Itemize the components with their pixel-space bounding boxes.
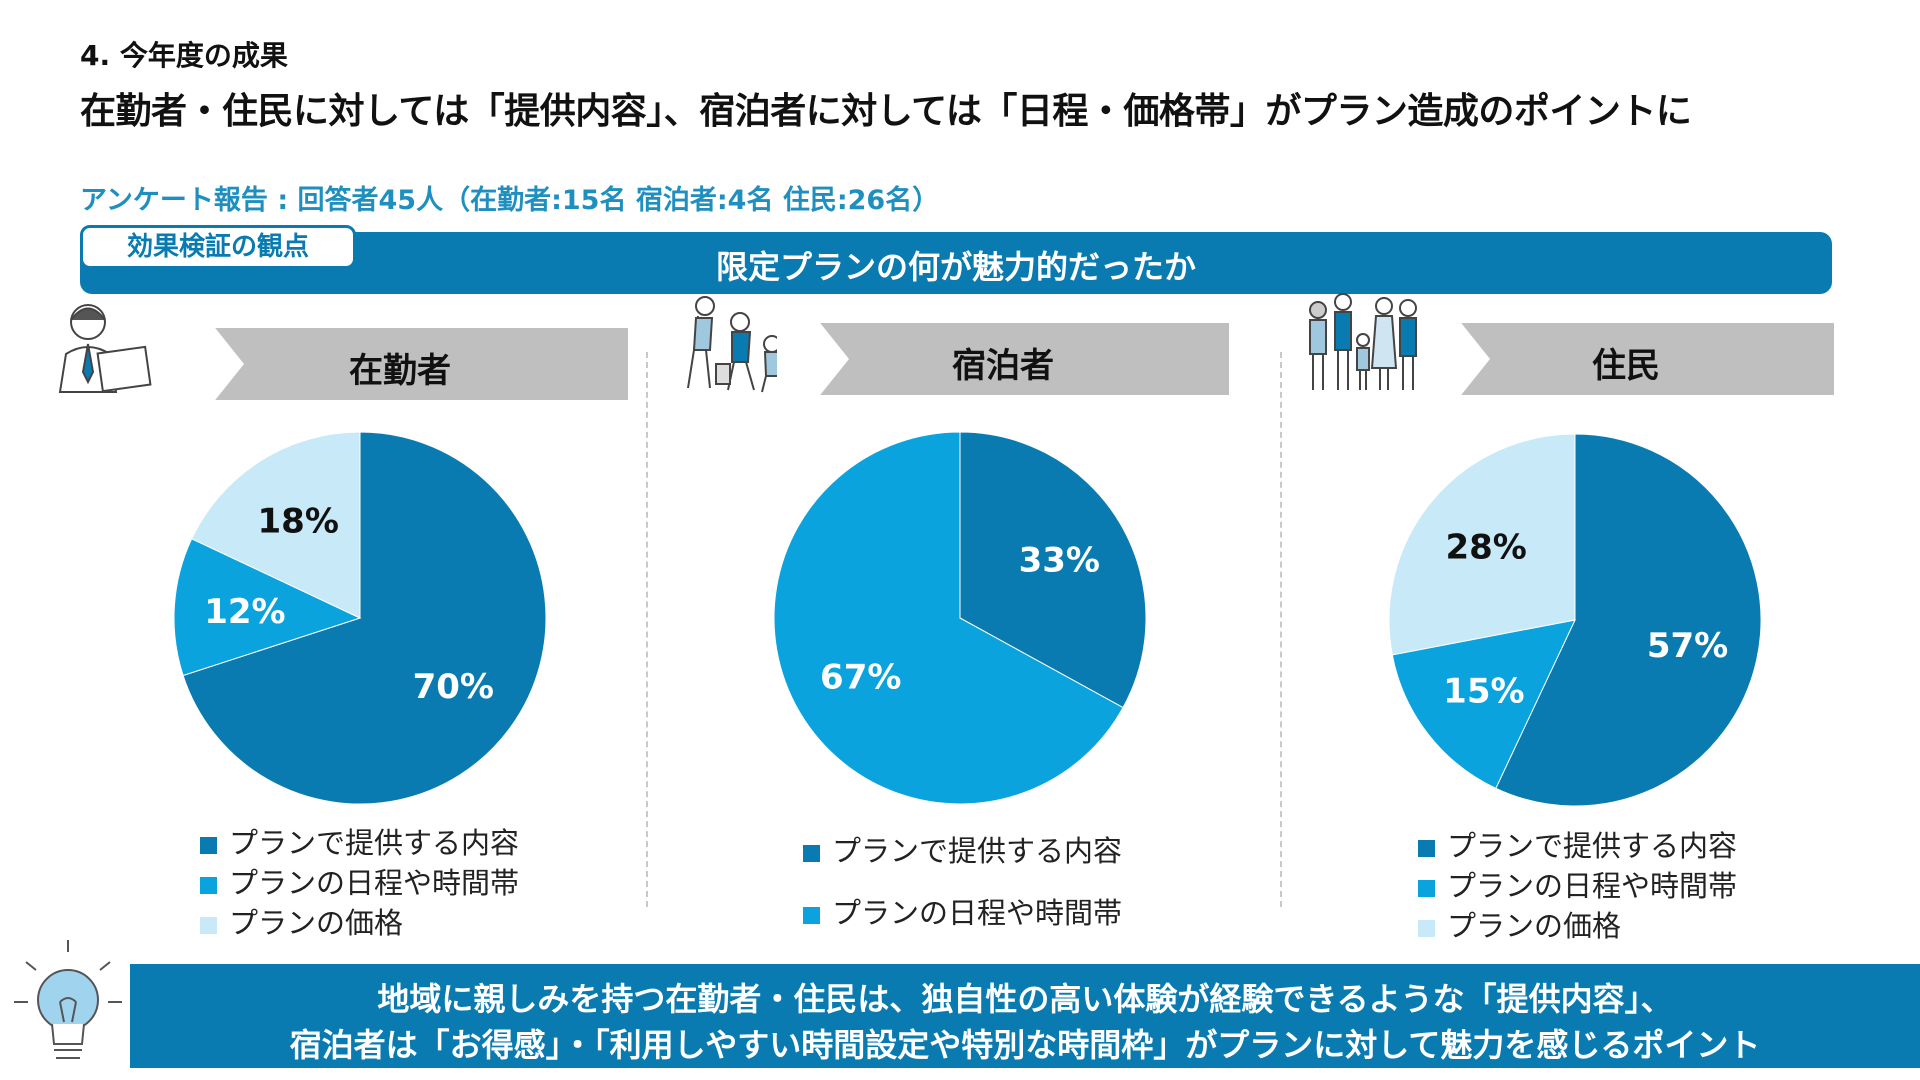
legend-label: プランの日程や時間帯 (1447, 869, 1738, 903)
pie-slice (1388, 433, 1576, 656)
office-worker-icon (58, 304, 152, 393)
survey-note: アンケート報告 : 回答者45人（在勤者:15名 宿泊者:4名 住民:26名） (80, 185, 940, 216)
legend-item: プランで提供する内容 (803, 831, 1122, 871)
legend-label: プランの価格 (1447, 909, 1622, 943)
pie-chart-guests: 33% 67% (773, 431, 1147, 805)
legend-item: プランで提供する内容 (200, 823, 519, 863)
pie-slice (773, 431, 1124, 805)
legend-label: プランで提供する内容 (229, 826, 520, 860)
pie-slice (1391, 619, 1576, 789)
pie-data-label: 28% (1445, 527, 1526, 567)
column-divider (1280, 352, 1282, 907)
pie-chart-workers: 70% 12% 18% (173, 431, 547, 805)
pie-data-label: 57% (1647, 626, 1728, 666)
page-title: 在勤者・住民に対しては「提供内容」、宿泊者に対しては「日程・価格帯」がプラン造成… (80, 91, 1692, 132)
legend-workers: プランで提供する内容 プランの日程や時間帯 プランの価格 (200, 823, 519, 943)
viewpoint-bar: 限定プランの何が魅力的だったか (80, 232, 1832, 294)
legend-item: プランの価格 (200, 903, 519, 943)
legend-swatch (803, 844, 820, 862)
legend-item: プランの価格 (1418, 906, 1737, 946)
pie-slice (1495, 433, 1762, 807)
pie-data-label: 33% (1019, 540, 1100, 580)
header-workers-title: 在勤者 (349, 351, 451, 391)
conclusion-line-2: 宿泊者は「お得感」・「利用しやすい時間設定や特別な時間枠」がプランに対して魅力を… (289, 1026, 1761, 1064)
legend-swatch (1418, 919, 1435, 937)
legend-item: プランの日程や時間帯 (200, 863, 519, 903)
pie-chart-residents: 57% 15% 28% (1388, 433, 1762, 807)
pie-slice (191, 431, 361, 619)
legend-item: プランで提供する内容 (1418, 826, 1737, 866)
pie-slice (182, 431, 547, 805)
legend-label: プランの日程や時間帯 (832, 896, 1123, 930)
legend-swatch (803, 906, 820, 924)
legend-swatch (200, 916, 217, 934)
travelers-icon (687, 296, 785, 393)
pie-slice (959, 431, 1147, 709)
legend-residents: プランで提供する内容 プランの日程や時間帯 プランの価格 (1418, 826, 1737, 946)
pie-slice (173, 538, 362, 677)
family-icon (1309, 293, 1417, 390)
header-residents-title: 住民 (1592, 346, 1660, 386)
pie-data-label: 15% (1443, 672, 1524, 712)
pie-data-label: 67% (820, 658, 901, 698)
lightbulb-icon (14, 940, 122, 1059)
header-workers: 在勤者 (172, 328, 628, 400)
conclusion-line-1: 地域に親しみを持つ在勤者・住民は、独自性の高い体験が経験できるような「提供内容」… (377, 980, 1673, 1018)
viewpoint-title: 限定プランの何が魅力的だったか (715, 248, 1196, 286)
legend-swatch (200, 836, 217, 854)
legend-label: プランで提供する内容 (832, 834, 1123, 868)
legend-label: プランで提供する内容 (1447, 829, 1738, 863)
viewpoint-tag: 効果検証の観点 (80, 225, 356, 269)
pie-data-label: 18% (258, 502, 339, 542)
legend-swatch (1418, 879, 1435, 897)
pie-data-label: 12% (204, 592, 285, 632)
header-guests-title: 宿泊者 (952, 346, 1054, 386)
legend-label: プランの価格 (229, 906, 404, 940)
legend-swatch (1418, 839, 1435, 857)
column-divider (646, 352, 648, 907)
section-label: 4. 今年度の成果 (80, 39, 288, 72)
legend-item: プランの日程や時間帯 (1418, 866, 1737, 906)
legend-item: プランの日程や時間帯 (803, 893, 1122, 933)
pie-data-label: 70% (413, 667, 494, 707)
legend-swatch (200, 876, 217, 894)
conclusion-bar: 地域に親しみを持つ在勤者・住民は、独自性の高い体験が経験できるような「提供内容」… (130, 964, 1920, 1068)
legend-guests: プランで提供する内容 プランの日程や時間帯 (803, 831, 1122, 933)
legend-label: プランの日程や時間帯 (229, 866, 520, 900)
header-residents: 住民 (1418, 323, 1834, 395)
header-guests: 宿泊者 (777, 323, 1229, 395)
